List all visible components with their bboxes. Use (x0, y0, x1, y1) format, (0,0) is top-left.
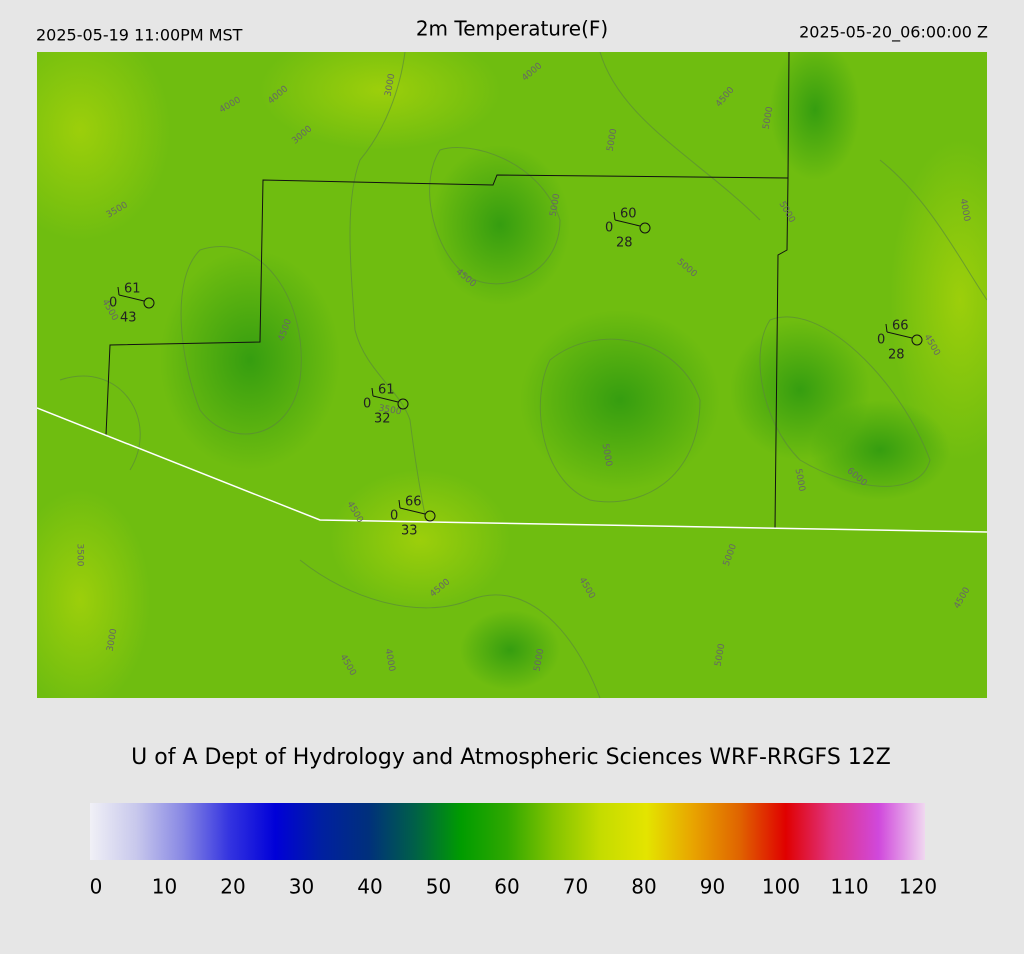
contour-label: 3500 (378, 404, 403, 418)
wind-barb (118, 294, 145, 302)
station-circle (911, 334, 923, 346)
cloud-cover: 0 (363, 397, 371, 412)
shade (770, 52, 860, 180)
boundary (105, 52, 790, 529)
shade (330, 470, 510, 610)
colorbar-tick-label: 10 (152, 875, 177, 899)
colorbar-tick-label: 60 (494, 875, 519, 899)
local-time: 2025-05-19 11:00PM MST (36, 26, 243, 45)
shade (37, 490, 150, 698)
contour-label: 5000 (762, 106, 776, 131)
station: 60 280 (605, 207, 651, 251)
cloud-cover: 0 (109, 296, 117, 311)
colorbar (90, 803, 925, 860)
shade (810, 400, 950, 500)
wind-barb (399, 507, 426, 515)
shade (520, 310, 720, 490)
shade (260, 52, 500, 150)
contour-label: 3000 (384, 73, 398, 98)
wind-barb (885, 323, 888, 333)
title: 2m Temperature(F) (416, 17, 608, 41)
station-circle (639, 222, 651, 234)
contours (59, 52, 987, 698)
dewpoint: 28 (888, 348, 905, 363)
temperature: 61 (378, 383, 395, 398)
contour-label: 5000 (600, 443, 614, 468)
dewpoint: 33 (401, 524, 418, 539)
temperature: 66 (405, 495, 422, 510)
river (349, 52, 426, 516)
colorbar-tick-label: 80 (631, 875, 656, 899)
station: 61 320 (363, 383, 409, 427)
colorbar-ticks: 0 10 20 30 40 50 60 70 80 90 100 110 120 (90, 875, 937, 899)
credit: U of A Dept of Hydrology and Atmospheric… (131, 745, 891, 770)
contour-label: 5000 (549, 193, 563, 218)
wind-barb (398, 499, 401, 509)
colorbar-tick-label: 90 (700, 875, 725, 899)
contour (429, 147, 561, 285)
temperature: 66 (892, 319, 909, 334)
colorbar-tick-label: 70 (563, 875, 588, 899)
dewpoint: 28 (616, 236, 633, 251)
colorbar-tick-label: 110 (830, 875, 868, 899)
border (37, 407, 987, 533)
contour-label: 5000 (533, 648, 547, 673)
wind-barb (886, 331, 913, 339)
colorbar-tick-label: 20 (220, 875, 245, 899)
contour (180, 246, 302, 435)
valid-time: 2025-05-20_06:00:00 Z (799, 23, 988, 43)
contour-label: 5000 (793, 468, 807, 493)
map: 4000 400030003000400045005000500050004500… (37, 52, 987, 698)
shade (37, 52, 170, 240)
contour (759, 316, 931, 487)
contour (879, 159, 987, 301)
wind-barb (371, 387, 374, 397)
wind-barb (614, 219, 641, 227)
contour-label: 5000 (714, 643, 728, 668)
wind-barb (372, 395, 399, 403)
wind-barb (117, 286, 120, 296)
colorbar-tick-label: 0 (90, 875, 103, 899)
station-circle (143, 297, 155, 309)
dewpoint: 43 (120, 311, 137, 326)
shade (430, 145, 570, 305)
contour-label: 4000 (383, 648, 397, 673)
contour (599, 52, 761, 221)
shade (890, 140, 987, 460)
contour (59, 375, 141, 471)
contour-label: 3000 (106, 628, 120, 653)
dewpoint: 32 (374, 412, 391, 427)
cloud-cover: 0 (877, 333, 885, 348)
contour-label: 4000 (958, 198, 972, 223)
station-circle (397, 398, 409, 410)
station: 61 430 (109, 282, 155, 326)
wind-barb (613, 211, 616, 221)
contour-label: 3500 (75, 544, 85, 567)
station: 66 330 (390, 495, 436, 539)
shade (460, 610, 560, 690)
colorbar-tick-label: 30 (289, 875, 314, 899)
shade (160, 250, 340, 470)
colorbar-tick-label: 100 (762, 875, 800, 899)
colorbar-tick-label: 40 (357, 875, 382, 899)
colorbar-tick-label: 120 (899, 875, 937, 899)
contour (299, 559, 601, 698)
contour (539, 338, 701, 503)
temperature: 60 (620, 207, 637, 222)
station: 66 280 (877, 319, 923, 363)
station-circle (424, 510, 436, 522)
cloud-cover: 0 (390, 509, 398, 524)
colorbar-tick-label: 50 (426, 875, 451, 899)
temperature: 61 (124, 282, 141, 297)
cloud-cover: 0 (605, 221, 613, 236)
contour-label: 5000 (606, 128, 620, 153)
